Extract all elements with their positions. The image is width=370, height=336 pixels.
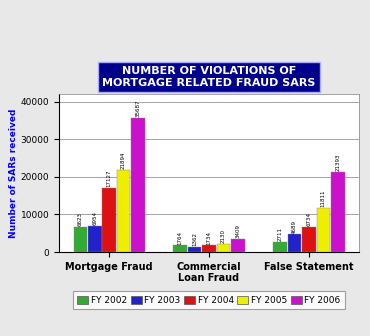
Bar xyxy=(102,187,116,252)
Bar xyxy=(216,244,230,252)
Legend: FY 2002, FY 2003, FY 2004, FY 2005, FY 2006: FY 2002, FY 2003, FY 2004, FY 2005, FY 2… xyxy=(73,291,345,309)
Text: 2130: 2130 xyxy=(221,229,226,243)
Bar xyxy=(117,170,130,252)
Text: 17127: 17127 xyxy=(107,169,112,187)
Bar xyxy=(231,239,245,252)
Y-axis label: Number of SARs received: Number of SARs received xyxy=(9,108,18,238)
Text: 1764: 1764 xyxy=(178,230,183,245)
Bar xyxy=(331,172,344,252)
Text: 6954: 6954 xyxy=(92,211,97,225)
Bar xyxy=(302,227,316,252)
Text: 6623: 6623 xyxy=(78,212,83,226)
Bar xyxy=(202,246,216,252)
Text: 21393: 21393 xyxy=(335,153,340,171)
Bar xyxy=(288,235,302,252)
Bar xyxy=(174,245,187,252)
Text: 11811: 11811 xyxy=(321,190,326,207)
Text: 35687: 35687 xyxy=(135,99,141,117)
Bar xyxy=(316,208,330,252)
Bar xyxy=(273,242,287,252)
Text: 1362: 1362 xyxy=(192,232,197,246)
Bar xyxy=(74,227,87,252)
Title: NUMBER OF VIOLATIONS OF
MORTGAGE RELATED FRAUD SARS: NUMBER OF VIOLATIONS OF MORTGAGE RELATED… xyxy=(102,66,316,88)
Bar xyxy=(88,226,102,252)
Text: 1734: 1734 xyxy=(206,231,212,245)
Bar xyxy=(131,118,145,252)
Text: 4689: 4689 xyxy=(292,220,297,234)
Bar xyxy=(188,247,202,252)
Text: 2711: 2711 xyxy=(278,227,283,241)
Text: 21894: 21894 xyxy=(121,152,126,169)
Text: 6734: 6734 xyxy=(306,212,312,226)
Text: 3409: 3409 xyxy=(235,224,240,239)
